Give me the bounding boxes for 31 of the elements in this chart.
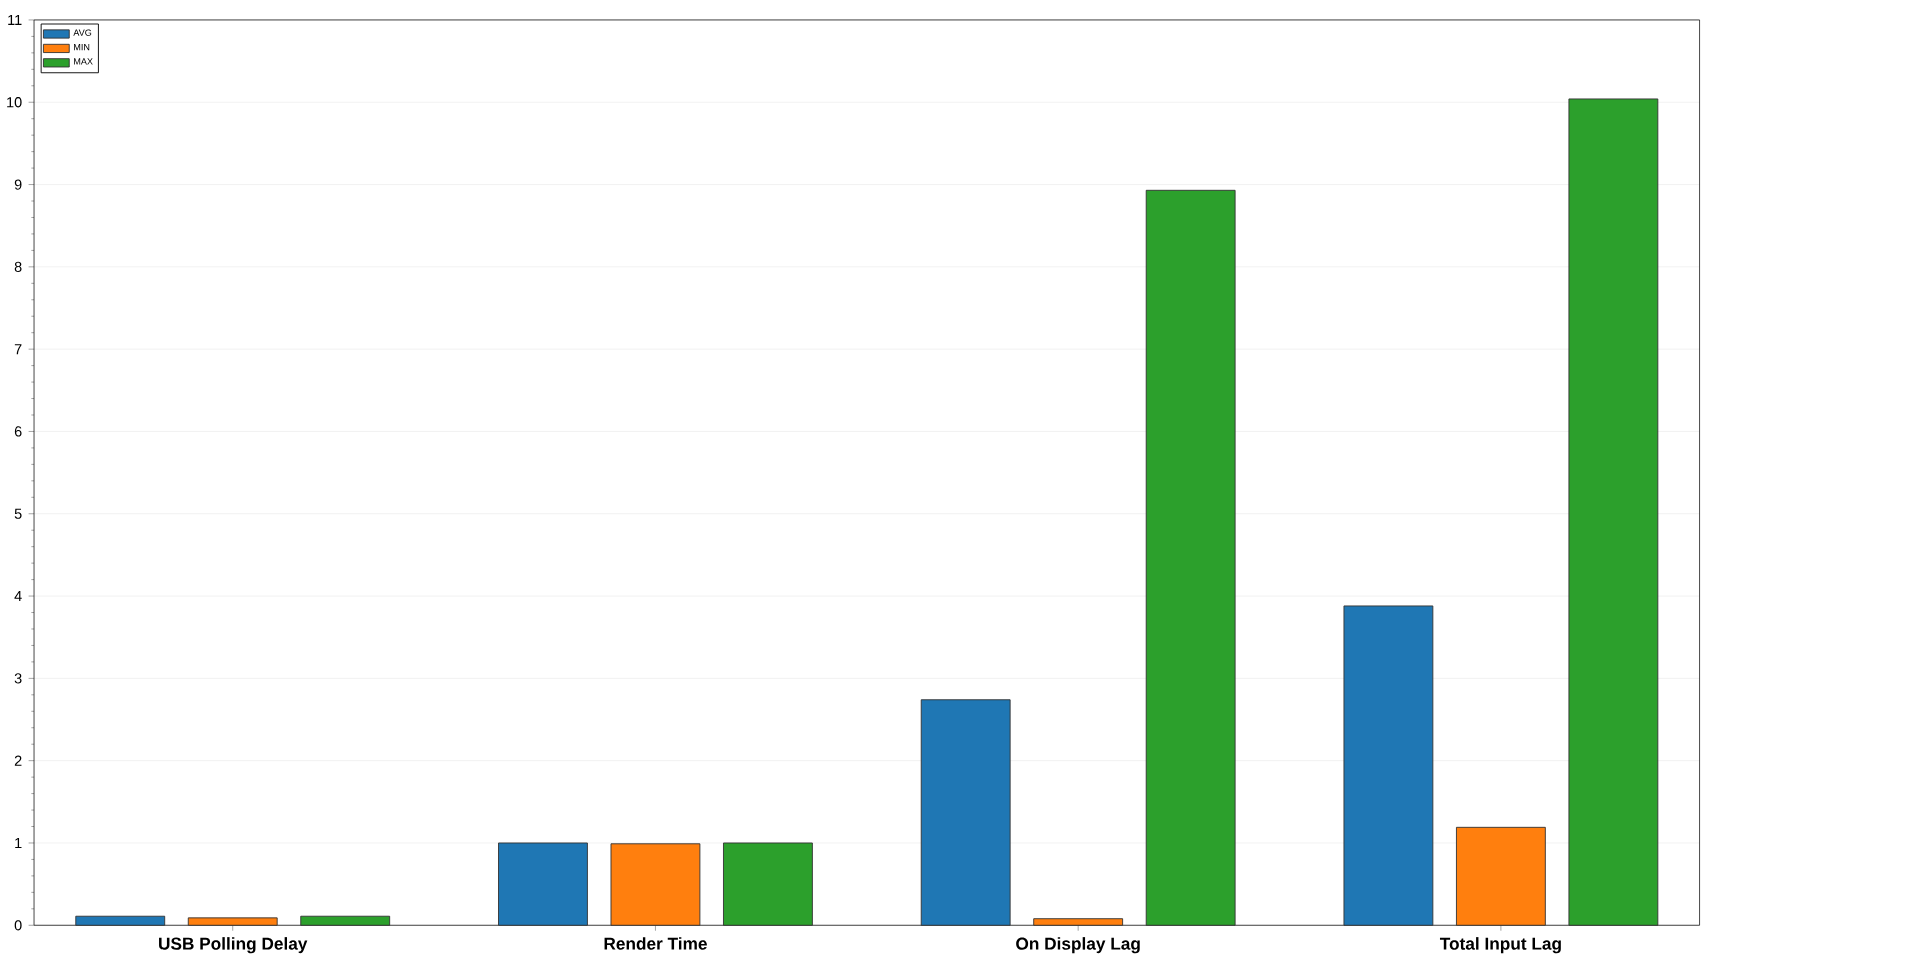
legend-label: MAX [74,58,93,65]
y-tick-label: 4 [14,591,22,602]
x-tick-label: Render Time [604,937,707,950]
y-tick-label: 8 [14,261,22,273]
y-tick-label: 3 [14,673,22,684]
bar [300,915,391,926]
bar [187,917,278,926]
bar [1568,98,1659,926]
x-tick-label: USB Polling Delay [159,937,308,954]
y-tick-label: 7 [14,344,22,355]
bar [1455,827,1546,926]
y-tick-label: 11 [8,15,22,26]
legend-label: MIN [74,44,90,51]
y-tick-label: 0 [14,920,22,931]
bar [1343,605,1434,926]
bar [498,842,588,926]
y-tick-label: 5 [14,508,22,519]
legend-label: AVG [73,29,92,37]
x-tick-label: On Display Lag [1016,937,1140,954]
bar [75,915,166,926]
y-tick-label: 2 [14,755,22,766]
bar [723,842,813,926]
bar [920,699,1011,926]
bar [1145,189,1236,926]
y-tick-label: 6 [14,426,22,437]
y-tick-label: 1 [15,838,22,849]
bar [1033,918,1124,926]
y-tick-label: 10 [7,97,22,108]
y-tick-label: 9 [14,179,22,190]
x-tick-label: Total Input Lag [1439,937,1561,954]
bar [610,843,701,926]
